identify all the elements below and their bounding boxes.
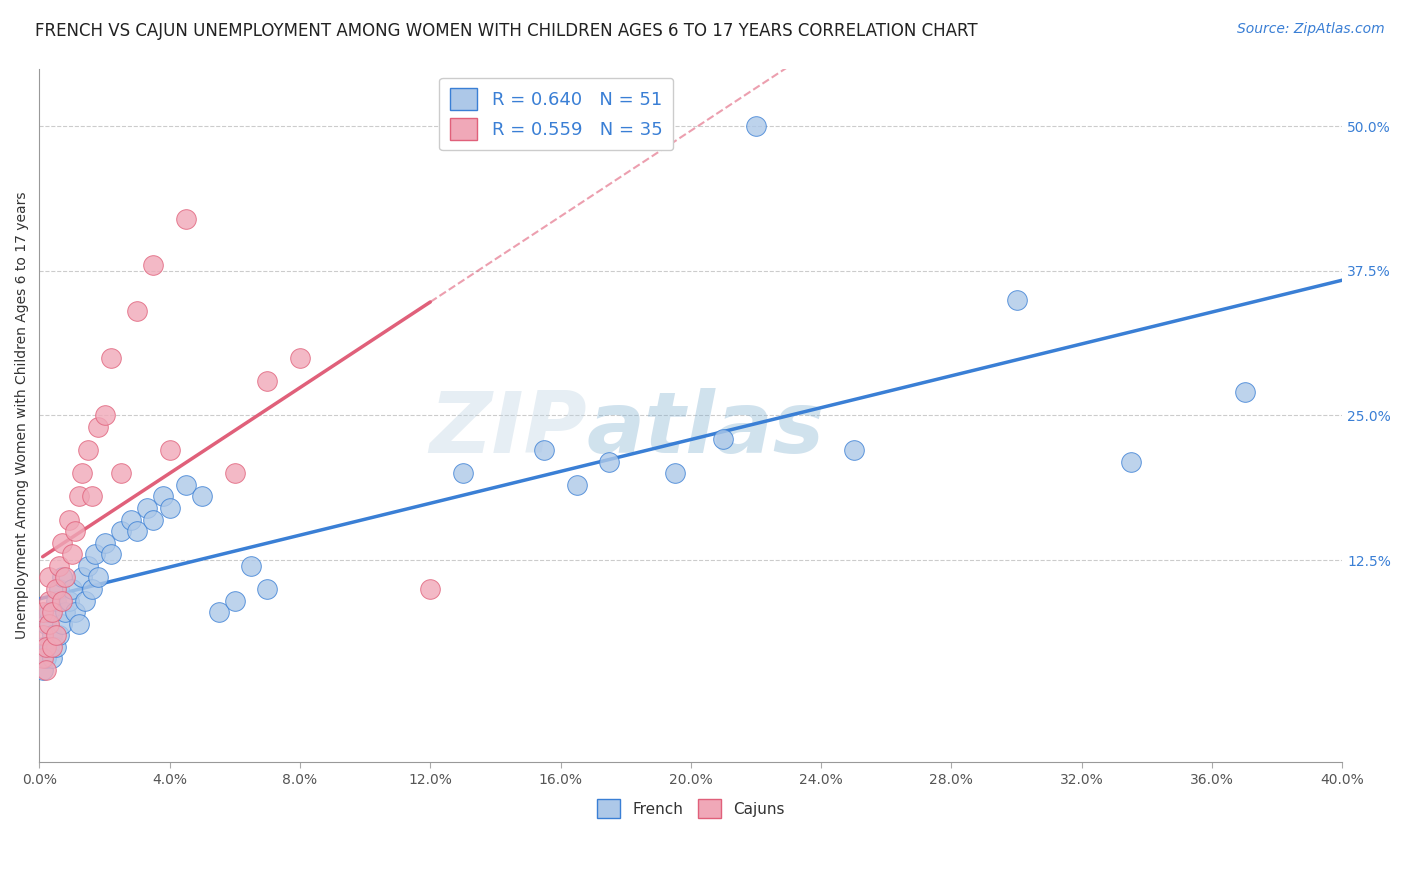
Text: atlas: atlas bbox=[586, 388, 825, 471]
Point bbox=[207, 605, 229, 619]
Point bbox=[70, 467, 93, 481]
Point bbox=[142, 512, 165, 526]
Point bbox=[31, 663, 53, 677]
Point bbox=[45, 593, 67, 607]
Point bbox=[745, 120, 768, 134]
Point bbox=[70, 570, 93, 584]
Point bbox=[240, 558, 263, 573]
Point bbox=[256, 582, 278, 596]
Point bbox=[1005, 293, 1028, 307]
Point bbox=[256, 374, 278, 388]
Point bbox=[77, 443, 100, 458]
Point bbox=[224, 593, 246, 607]
Point bbox=[419, 582, 441, 596]
Point bbox=[174, 211, 197, 226]
Point bbox=[159, 501, 181, 516]
Point bbox=[60, 582, 83, 596]
Point bbox=[58, 512, 80, 526]
Point bbox=[45, 582, 67, 596]
Point bbox=[38, 616, 60, 631]
Point bbox=[31, 628, 53, 642]
Point bbox=[35, 663, 58, 677]
Point bbox=[77, 558, 100, 573]
Point bbox=[1233, 385, 1256, 400]
Text: ZIP: ZIP bbox=[429, 388, 586, 471]
Point bbox=[38, 605, 60, 619]
Point bbox=[67, 490, 90, 504]
Text: Source: ZipAtlas.com: Source: ZipAtlas.com bbox=[1237, 22, 1385, 37]
Point bbox=[38, 593, 60, 607]
Point bbox=[55, 605, 77, 619]
Point bbox=[1119, 455, 1142, 469]
Point bbox=[35, 640, 58, 654]
Point bbox=[51, 616, 73, 631]
Point bbox=[93, 409, 115, 423]
Point bbox=[31, 640, 53, 654]
Point bbox=[142, 258, 165, 272]
Point bbox=[451, 467, 474, 481]
Legend: French, Cajuns: French, Cajuns bbox=[591, 793, 792, 824]
Point bbox=[127, 304, 149, 318]
Point bbox=[93, 535, 115, 549]
Point bbox=[67, 616, 90, 631]
Point bbox=[80, 582, 103, 596]
Point bbox=[100, 351, 122, 365]
Point bbox=[120, 512, 142, 526]
Point bbox=[127, 524, 149, 538]
Point bbox=[38, 570, 60, 584]
Point bbox=[87, 420, 110, 434]
Point bbox=[45, 628, 67, 642]
Point bbox=[51, 593, 73, 607]
Text: FRENCH VS CAJUN UNEMPLOYMENT AMONG WOMEN WITH CHILDREN AGES 6 TO 17 YEARS CORREL: FRENCH VS CAJUN UNEMPLOYMENT AMONG WOMEN… bbox=[35, 22, 977, 40]
Point bbox=[31, 651, 53, 665]
Point bbox=[41, 628, 63, 642]
Point bbox=[152, 490, 174, 504]
Point bbox=[48, 628, 70, 642]
Point bbox=[191, 490, 214, 504]
Point bbox=[73, 593, 96, 607]
Point bbox=[224, 467, 246, 481]
Point bbox=[174, 478, 197, 492]
Point bbox=[58, 593, 80, 607]
Point bbox=[48, 582, 70, 596]
Point bbox=[842, 443, 865, 458]
Point bbox=[288, 351, 311, 365]
Point bbox=[51, 570, 73, 584]
Point bbox=[664, 467, 686, 481]
Point bbox=[100, 547, 122, 561]
Point bbox=[159, 443, 181, 458]
Point bbox=[41, 651, 63, 665]
Point bbox=[135, 501, 157, 516]
Point bbox=[565, 478, 588, 492]
Point bbox=[83, 547, 105, 561]
Point bbox=[533, 443, 555, 458]
Point bbox=[45, 640, 67, 654]
Point bbox=[35, 616, 58, 631]
Point bbox=[110, 467, 132, 481]
Point bbox=[598, 455, 620, 469]
Point bbox=[31, 605, 53, 619]
Point bbox=[35, 651, 58, 665]
Point bbox=[48, 558, 70, 573]
Point bbox=[713, 432, 735, 446]
Point bbox=[60, 547, 83, 561]
Y-axis label: Unemployment Among Women with Children Ages 6 to 17 years: Unemployment Among Women with Children A… bbox=[15, 192, 30, 640]
Point bbox=[38, 640, 60, 654]
Point bbox=[65, 605, 87, 619]
Point bbox=[41, 605, 63, 619]
Point bbox=[41, 640, 63, 654]
Point bbox=[55, 570, 77, 584]
Point bbox=[80, 490, 103, 504]
Point bbox=[65, 524, 87, 538]
Point bbox=[87, 570, 110, 584]
Point bbox=[110, 524, 132, 538]
Point bbox=[51, 535, 73, 549]
